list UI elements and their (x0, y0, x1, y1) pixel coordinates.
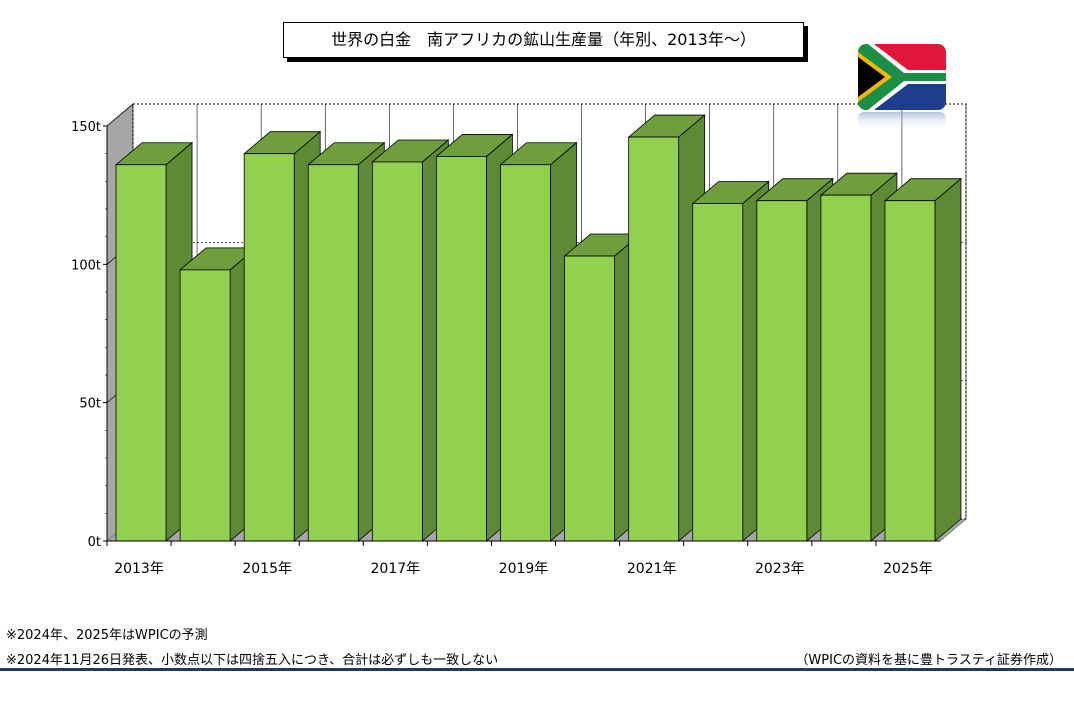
gridline-diagonal (106, 103, 134, 127)
note-forecast: ※2024年、2025年はWPICの予測 (6, 628, 208, 643)
bar-front (243, 153, 295, 542)
source-credit: （WPICの資料を基に豊トラスティ証券作成） (795, 653, 1062, 668)
bar-front (179, 269, 231, 542)
bar-side (934, 177, 962, 542)
x-tick-label: 2017年 (371, 561, 421, 577)
bar-front (307, 164, 359, 542)
x-tick-label: 2021年 (627, 561, 677, 577)
south-africa-flag-icon (858, 44, 946, 130)
y-tick-label: 150t (71, 120, 101, 135)
note-rounding: ※2024年11月26日発表、小数点以下は四捨五入につき、合計は必ずしも一致しな… (6, 653, 499, 668)
x-tick-label: 2023年 (755, 561, 805, 577)
bar-front (436, 156, 487, 542)
x-tick-label: 2015年 (242, 561, 292, 577)
bar-2013年 (114, 141, 194, 542)
chart-title: 世界の白金 南アフリカの鉱山生産量（年別、2013年～） (283, 22, 804, 58)
bar-front (628, 136, 680, 542)
y-axis: 0t 50t 100t 150t (71, 120, 108, 550)
bar-front (371, 161, 423, 542)
footer-divider (0, 668, 1074, 671)
bar-front (884, 200, 936, 542)
bar-front (564, 255, 615, 542)
bar-front (500, 164, 551, 542)
x-axis: 2013年 2015年 2017年 2019年 2021年 2023年 2025年 (106, 540, 940, 577)
bar-2025年 (883, 177, 963, 542)
bar-series (114, 114, 963, 542)
y-tick-label: 0t (88, 535, 101, 550)
bar-front (692, 203, 744, 542)
bar-front (820, 194, 872, 542)
bar-front (756, 200, 808, 542)
bar-2018年 (435, 133, 514, 542)
x-tick-label: 2025年 (883, 561, 933, 577)
x-tick-label: 2013年 (114, 561, 164, 577)
x-tick-label: 2019年 (499, 561, 549, 577)
y-tick-label: 100t (71, 258, 101, 273)
y-tick-label: 50t (79, 397, 101, 412)
bar-front (115, 164, 167, 542)
bar-2019年 (499, 141, 578, 542)
